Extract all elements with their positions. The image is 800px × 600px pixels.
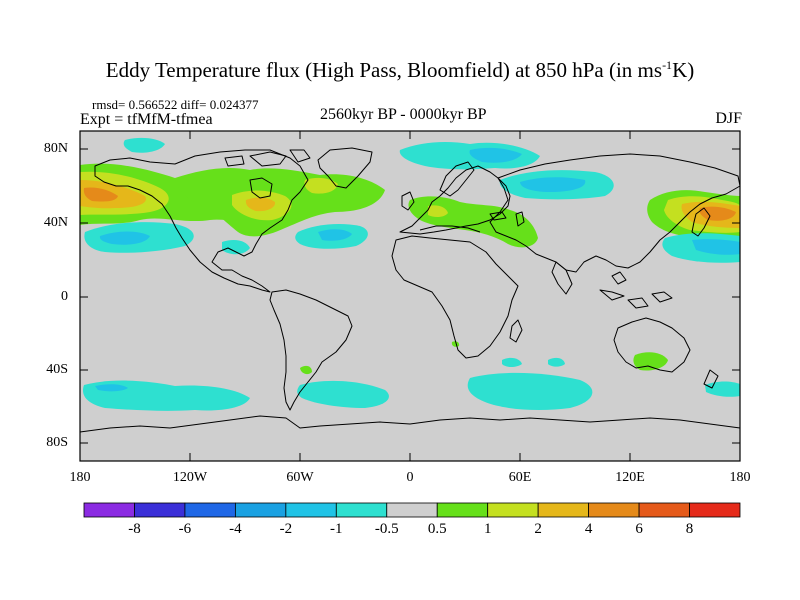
coast-uk: [401, 191, 415, 211]
axis-ticks: [79, 131, 741, 461]
lon-label-0: 0: [406, 470, 414, 485]
colorbar-box: [134, 502, 186, 518]
lon-label-120w: 120W: [172, 470, 208, 485]
field-eurasia-blue: [520, 177, 586, 192]
colorbar-box: [487, 502, 539, 518]
colorbar-label: 2: [534, 521, 542, 537]
lat-label-40n: 40N: [43, 215, 68, 230]
coast-hudson-bay: [249, 177, 273, 199]
colorbar-box: [537, 502, 590, 518]
lat-label-0: 0: [61, 289, 68, 304]
coast-asia: [489, 153, 741, 273]
coast-india: [551, 261, 573, 295]
colorbar: [83, 502, 741, 518]
lat-label-80n: 80N: [43, 141, 68, 156]
colorbar-box: [689, 502, 741, 518]
colorbar-label: -8: [128, 521, 141, 537]
colorbar-box: [83, 502, 135, 518]
colorbar-box: [386, 502, 438, 518]
negative-anomaly-fields: [82, 137, 740, 411]
colorbar-label: -4: [229, 521, 242, 537]
field-natl-orange: [245, 197, 276, 212]
season-label: DJF: [715, 110, 742, 127]
colorbar-label: -1: [330, 521, 343, 537]
positive-anomaly-fields: [80, 163, 740, 375]
stats-text: rmsd= 0.566522 diff= 0.024377: [92, 97, 259, 112]
field-arctic-atl-blue: [469, 147, 522, 163]
coast-black-sea: [489, 211, 507, 221]
colorbar-box: [436, 502, 489, 518]
colorbar-box: [638, 502, 690, 518]
colorbar-label: 8: [685, 521, 694, 537]
field-sio-cyan-3: [548, 357, 565, 367]
period-label: 2560kyr BP - 0000kyr BP: [320, 106, 487, 123]
colorbar-label: 1: [483, 521, 492, 537]
colorbar-label: 6: [635, 521, 643, 537]
coast-japan: [691, 207, 711, 237]
coast-south-america: [269, 289, 353, 411]
lon-label-180e: 180: [729, 470, 751, 485]
field-nwpac-max: [699, 206, 736, 221]
colorbar-box: [335, 502, 388, 518]
colorbar-label: -0.5: [374, 521, 399, 537]
field-natl-south-blue: [318, 229, 352, 241]
field-australia-green: [633, 352, 668, 371]
coast-canadian-islands: [224, 149, 311, 167]
field-natl-yellow-2: [304, 177, 338, 194]
field-npac-max: [83, 187, 118, 202]
lon-label-60w: 60W: [286, 470, 314, 485]
coast-north-america: [94, 149, 309, 293]
coast-africa: [391, 235, 519, 359]
coast-se-asia-islands: [599, 271, 673, 309]
field-europe-yellow: [428, 205, 448, 218]
coast-med-sea: [419, 225, 481, 233]
lat-label-80s: 80S: [46, 435, 68, 450]
field-arctic-atl-cyan: [399, 142, 540, 170]
colorbar-box: [588, 502, 640, 518]
coastlines: [79, 147, 741, 433]
coast-new-zealand: [703, 369, 719, 389]
colorbar-label: 0.5: [427, 521, 447, 537]
colorbar-box: [285, 502, 337, 518]
field-safrica-green: [451, 341, 460, 347]
coast-europe: [399, 165, 511, 235]
field-sio-cyan-2: [502, 357, 522, 367]
colorbar-label: 4: [584, 521, 593, 537]
field-npac-south-blue: [99, 231, 150, 245]
field-satl-cyan: [297, 380, 389, 408]
lon-label-60e: 60E: [508, 470, 532, 485]
colorbar-box: [184, 502, 236, 518]
field-arctic-cyan: [123, 137, 165, 153]
field-sio-cyan: [467, 372, 593, 410]
coast-antarctica: [79, 415, 741, 433]
field-sopac-blue: [95, 384, 128, 392]
colorbar-label: -2: [279, 521, 293, 537]
field-gulf-cyan: [222, 240, 250, 255]
coast-scandinavia: [439, 161, 475, 197]
coast-caspian: [515, 211, 525, 227]
coast-greenland: [317, 147, 373, 189]
colorbar-label: -6: [178, 521, 192, 537]
colorbar-box: [234, 502, 287, 518]
field-nwpac-south-blue: [692, 239, 740, 255]
experiment-label: Expt = tfMfM-tfmea: [80, 111, 213, 128]
lon-label-120e: 120E: [615, 470, 645, 485]
coast-australia: [613, 317, 691, 373]
field-samerica-green: [300, 365, 312, 375]
coast-madagascar: [509, 319, 523, 343]
lon-label-180w: 180: [69, 470, 91, 485]
map-title: Eddy Temperature flux (High Pass, Bloomf…: [105, 58, 695, 82]
lat-label-40s: 40S: [46, 362, 68, 377]
